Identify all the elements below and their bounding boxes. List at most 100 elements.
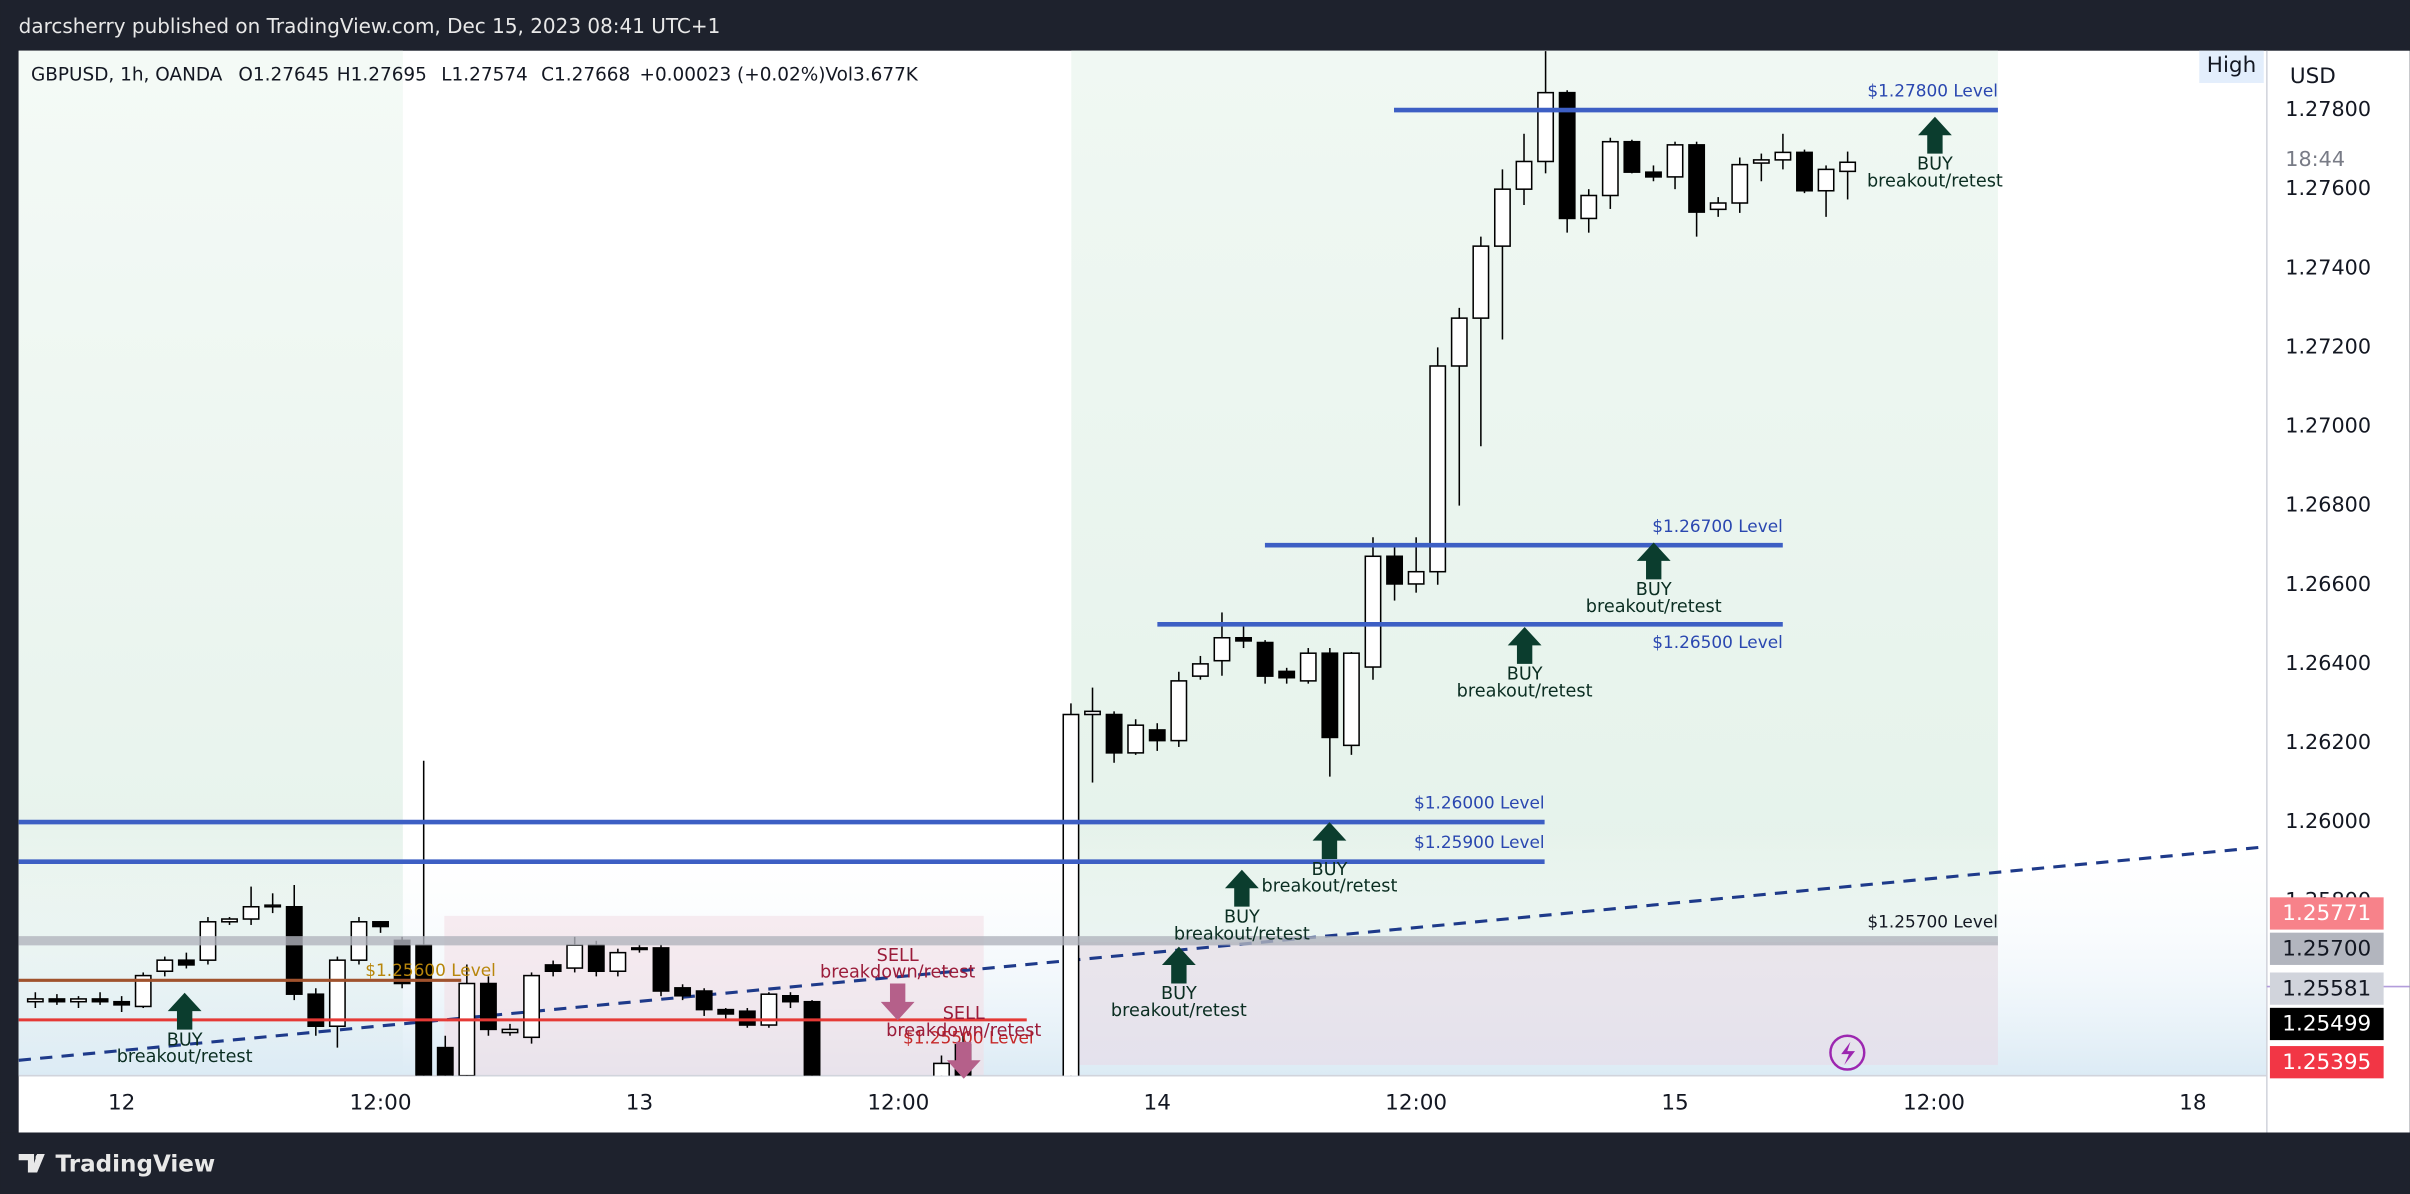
candle-body [652,947,670,992]
zone-box [1071,941,1998,1065]
candle-body [1386,555,1404,585]
y-tick-label: 1.27600 [2285,176,2371,200]
candle-body [1062,713,1080,1076]
signal-action: BUY [167,1030,203,1050]
price-tag-label: 1.25771 [2282,901,2371,926]
buy-arrow [1918,116,1952,154]
candle-body [1170,680,1188,742]
level-label: $1.25900 Level [1414,832,1545,852]
candle-body [177,959,195,966]
candle-body [372,921,389,928]
candle-body [1731,163,1749,204]
price-tag [2269,1046,2384,1079]
trend-line [18,845,2267,1062]
level-label: $1.25500 Level [903,1027,1034,1047]
candle-body [1450,317,1468,367]
high-label: High [2207,53,2256,78]
high-badge [2199,50,2264,83]
brand: TradingView [56,1151,216,1177]
level-label: $1.26700 Level [1652,516,1783,536]
footer [0,1132,2410,1194]
low: L1.27574 [441,64,528,85]
candle-body [1105,713,1123,754]
signal-action: BUY [1224,907,1260,927]
signal-action: BUY [1312,860,1348,880]
candle-body [1127,724,1145,754]
candle-body [1839,161,1857,173]
candle-body [328,959,346,1027]
y-tick-label: 1.26800 [2285,493,2371,517]
y-tick-label: 1.27000 [2285,414,2371,438]
level-label: $1.25600 Level [365,960,496,980]
candle-body [1580,194,1598,220]
candle-body [221,918,238,923]
level-label: $1.26000 Level [1414,793,1545,813]
candle-body [48,998,66,1003]
signal-action: BUY [1161,984,1197,1004]
candle-body [738,1010,756,1026]
candle-body [1752,159,1770,164]
price-tag-label: 1.25700 [2282,937,2371,962]
candle-body [1407,570,1425,585]
x-tick-label: 12:00 [350,1090,412,1115]
signal-action: BUY [1917,154,1953,174]
sell-arrow [946,1041,981,1079]
candle-body [70,998,87,1003]
x-tick-label: 12 [108,1090,135,1115]
candle-body [1084,710,1101,716]
event-icon[interactable] [1829,1034,1866,1071]
price-tag [2269,932,2384,965]
buy-arrow [1161,946,1196,984]
level-label: $1.26500 Level [1652,632,1783,652]
brand-logo-dot [35,1154,42,1161]
candle-body [1537,91,1555,163]
candle-body [26,998,44,1003]
candle-body [630,947,648,951]
candle-body [285,905,303,995]
x-tick-label: 12:00 [1385,1090,1447,1115]
buy-arrow [1224,869,1259,907]
candle-body [760,993,778,1026]
legend: GBPUSD, 1h, OANDA O1.27645 H1.27695 L1.2… [31,64,919,85]
price-tag [2269,1007,2384,1041]
candle-body [1601,140,1619,197]
signal-note: breakdown/retest [886,1021,1041,1041]
currency: USD [2290,64,2336,89]
price-tag-label: 1.25581 [2282,976,2371,1001]
candle-body [1774,151,1792,161]
volume: Vol3.677K [825,64,918,85]
signal-note: breakout/retest [1457,682,1593,702]
candle-body [544,964,562,973]
signal-note: breakout/retest [1867,171,2003,191]
candle-body [1817,168,1835,192]
candle-body [1493,188,1511,247]
candle-body [1278,670,1296,679]
level-label: $1.27800 Level [1867,81,1998,101]
symbol: GBPUSD, 1h, OANDA [31,64,223,85]
candle-body [264,904,282,908]
signal-note: breakout/retest [1111,1001,1247,1021]
candle-body [1364,555,1382,668]
close: C1.27668 [541,64,630,85]
x-tick-label: 12:00 [867,1090,929,1115]
y-tick-label: 1.27400 [2285,255,2371,279]
candle-body [717,1008,735,1015]
y-tick-label: 1.27800 [2285,97,2371,121]
candle-body [1429,365,1447,573]
candle-body [933,1062,950,1076]
event-icon-bolt [1841,1041,1856,1065]
candle-body [1666,144,1684,178]
y-tick-label: 1.27200 [2285,334,2371,358]
candle-body [242,905,260,920]
candle-body [479,982,497,1031]
candle-body [782,994,799,1003]
candle-body [1709,202,1727,211]
candle-body [1342,652,1360,747]
signal-action: SELL [943,1004,985,1024]
level-label: $1.25700 Level [1867,911,1998,931]
signal-action: BUY [1636,580,1672,600]
buy-arrow [167,992,202,1030]
candle-body [1472,245,1490,319]
publish-header: darcsherry published on TradingView.com,… [19,14,721,38]
candle-body [1321,652,1339,739]
